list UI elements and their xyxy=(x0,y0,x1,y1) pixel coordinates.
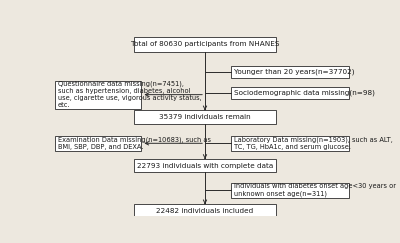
FancyBboxPatch shape xyxy=(134,204,276,218)
Text: Laboratory Data missing(n=1903), such as ALT,
TC, TG, HbA1c, and serum glucose.: Laboratory Data missing(n=1903), such as… xyxy=(234,137,393,150)
Text: 22793 individuals with complete data: 22793 individuals with complete data xyxy=(137,163,273,169)
FancyBboxPatch shape xyxy=(231,66,349,78)
FancyBboxPatch shape xyxy=(55,81,142,109)
Text: Sociodemographic data missing(n=98): Sociodemographic data missing(n=98) xyxy=(234,89,375,96)
FancyBboxPatch shape xyxy=(231,87,349,99)
Text: Total of 80630 participants from NHANES: Total of 80630 participants from NHANES xyxy=(131,41,279,47)
Text: Individuals with diabetes onset age<30 years or
unknown onset age(n=311): Individuals with diabetes onset age<30 y… xyxy=(234,183,396,197)
Text: Younger than 20 years(n=37702): Younger than 20 years(n=37702) xyxy=(234,69,355,75)
Text: Questionnaire data missing(n=7451),
such as hypertension, diabetes, alcohol
use,: Questionnaire data missing(n=7451), such… xyxy=(58,81,201,108)
FancyBboxPatch shape xyxy=(231,136,349,151)
FancyBboxPatch shape xyxy=(134,110,276,124)
FancyBboxPatch shape xyxy=(55,136,142,151)
Text: 35379 individuals remain: 35379 individuals remain xyxy=(159,114,251,120)
FancyBboxPatch shape xyxy=(134,159,276,173)
FancyBboxPatch shape xyxy=(231,182,349,198)
FancyBboxPatch shape xyxy=(134,37,276,52)
Text: 22482 individuals included: 22482 individuals included xyxy=(156,208,254,214)
Text: Examination Data missing(n=10683), such as
BMI, SBP, DBP, and DEXA.: Examination Data missing(n=10683), such … xyxy=(58,137,211,150)
